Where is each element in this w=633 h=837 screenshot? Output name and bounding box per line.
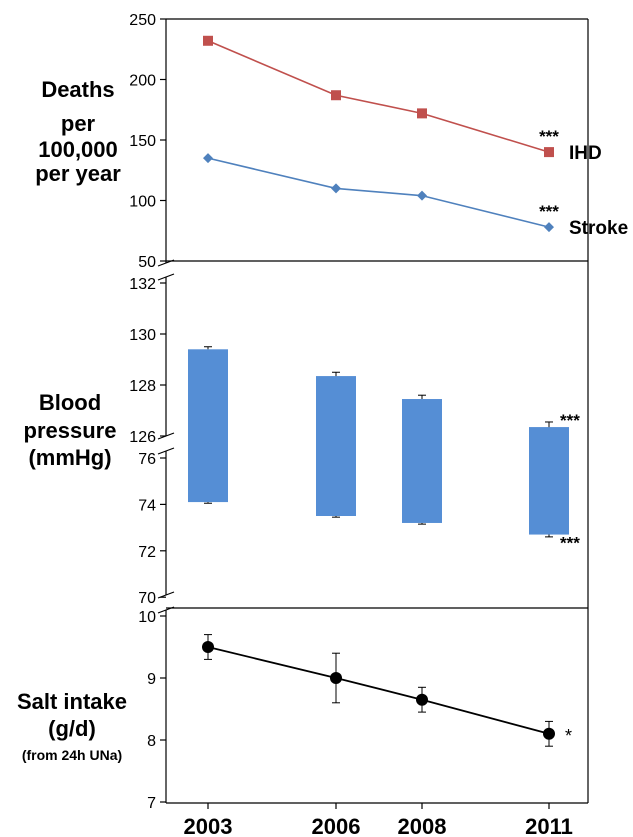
bp-axis-title-line: pressure <box>24 418 117 443</box>
axis-break-mark-1b <box>157 447 175 455</box>
deaths-axis-title-line: per year <box>35 161 121 186</box>
data-point-stroke <box>203 153 213 164</box>
salt-y-tick-label: 8 <box>147 733 156 750</box>
bp-axis-title-line: (mmHg) <box>28 445 111 470</box>
series-label-ihd: IHD <box>569 143 602 164</box>
bp-range-bar <box>529 427 569 535</box>
bp-range-bar <box>188 349 228 503</box>
deaths-y-tick-label: 100 <box>129 194 156 211</box>
series-line-ihd <box>207 40 550 153</box>
significance-marker-diastolic: *** <box>560 534 580 553</box>
x-tick-label: 2008 <box>398 814 447 837</box>
deaths-y-tick-label: 250 <box>129 12 156 29</box>
data-point-ihd <box>203 35 213 46</box>
salt-y-tick-label: 7 <box>147 795 156 812</box>
bp-upper-y-tick-label: 128 <box>129 378 156 395</box>
bp-upper-y-tick-label: 126 <box>129 429 156 446</box>
x-tick-label: 2003 <box>184 814 233 837</box>
data-point-ihd <box>417 108 427 119</box>
deaths-y-tick-label: 150 <box>129 133 156 150</box>
significance-marker: *** <box>539 127 559 146</box>
salt-data-point <box>543 727 555 740</box>
bp-lower-y-tick-label: 70 <box>138 590 156 607</box>
bp-upper-y-tick-label: 130 <box>129 327 156 344</box>
deaths-axis-title-line: Deaths <box>41 77 114 102</box>
data-point-stroke <box>417 190 427 201</box>
data-point-stroke <box>544 222 554 233</box>
bp-axis-title-line: Blood <box>39 390 101 415</box>
salt-data-point <box>202 641 214 653</box>
series-line-stroke <box>207 157 550 228</box>
salt-data-point <box>330 672 342 684</box>
salt-axis-note: (from 24h UNa) <box>22 747 122 763</box>
x-tick-label: 2011 <box>525 814 573 837</box>
deaths-axis-title-line: per <box>61 111 96 136</box>
data-point-ihd <box>331 90 341 101</box>
significance-marker-systolic: *** <box>560 411 580 430</box>
salt-series-line <box>207 646 550 735</box>
deaths-y-tick-label: 200 <box>129 73 156 90</box>
salt-y-tick-label: 9 <box>147 671 156 688</box>
deaths-y-tick-label: 50 <box>138 254 156 271</box>
axis-break-mark-0a <box>157 259 175 267</box>
salt-y-tick-label: 10 <box>138 609 156 626</box>
axis-break-mark-0b <box>157 273 175 281</box>
bp-range-bar <box>316 376 356 516</box>
bp-upper-y-tick-label: 132 <box>129 276 156 293</box>
salt-axis-title-line: (g/d) <box>48 716 96 741</box>
significance-marker-salt: * <box>565 726 572 746</box>
salt-axis-title-line: Salt intake <box>17 689 127 714</box>
x-tick-label: 2006 <box>312 814 361 837</box>
data-point-ihd <box>544 147 554 158</box>
significance-marker: *** <box>539 202 559 221</box>
salt-data-point <box>416 693 428 706</box>
bp-range-bar <box>402 399 442 523</box>
bp-lower-y-tick-label: 74 <box>138 497 156 514</box>
bp-lower-y-tick-label: 72 <box>138 544 156 561</box>
axis-break-mark-2b <box>157 606 175 614</box>
data-point-stroke <box>331 183 341 194</box>
deaths-axis-title-line: 100,000 <box>38 137 118 162</box>
series-label-stroke: Stroke <box>569 218 628 239</box>
bp-lower-y-tick-label: 76 <box>138 451 156 468</box>
